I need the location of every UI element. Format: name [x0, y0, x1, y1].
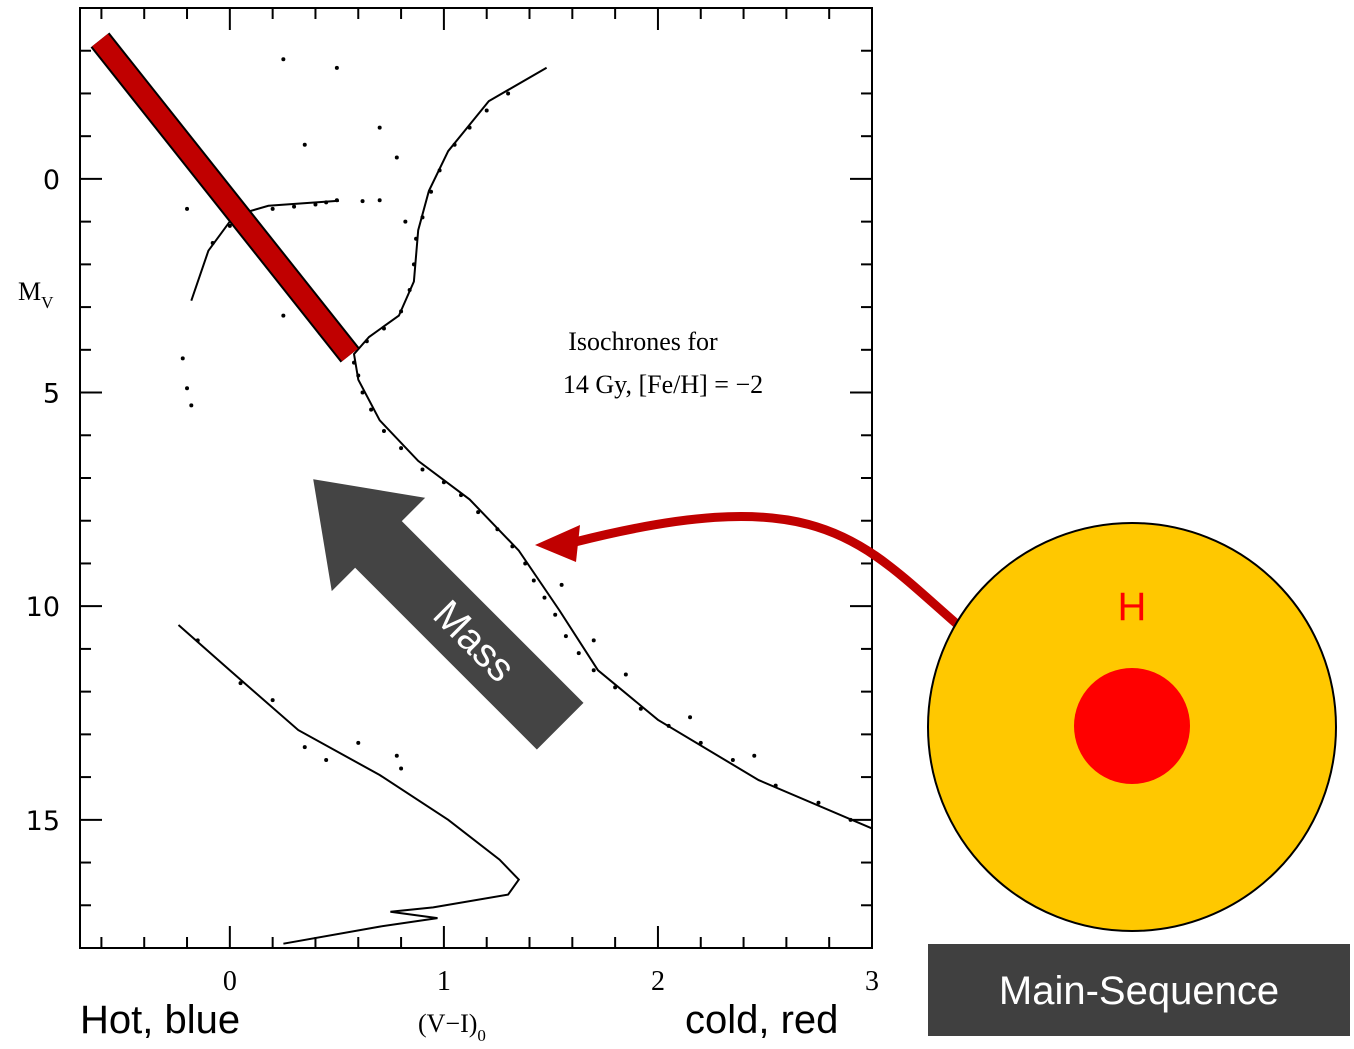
star-point: [185, 207, 189, 211]
star-point: [365, 339, 369, 343]
star-point: [403, 220, 407, 224]
star-point: [189, 403, 193, 407]
star-point: [181, 356, 185, 360]
star-point: [378, 126, 382, 130]
y-axis-label: MV: [18, 277, 54, 312]
star-point: [592, 668, 596, 672]
x-label-main: (V−I): [418, 1009, 477, 1038]
y-tick-label: 15: [26, 806, 60, 837]
star-point: [356, 373, 360, 377]
star-point: [523, 561, 527, 565]
x-tick-label: 1: [437, 966, 451, 997]
star-point: [731, 758, 735, 762]
hot-label: Hot, blue: [80, 998, 240, 1042]
star-point: [553, 613, 557, 617]
y-label-sub: V: [41, 293, 54, 312]
star-point: [399, 767, 403, 771]
star-point: [382, 326, 386, 330]
star-point: [211, 241, 215, 245]
star-point: [438, 168, 442, 172]
star-point: [369, 408, 373, 412]
star-point: [378, 198, 382, 202]
star-point: [352, 361, 356, 365]
star-point: [468, 126, 472, 130]
cold-label: cold, red: [685, 998, 838, 1042]
star-point: [335, 198, 339, 202]
star-point: [532, 579, 536, 583]
star-point: [420, 215, 424, 219]
star-point: [816, 801, 820, 805]
star-point: [613, 685, 617, 689]
star-point: [281, 57, 285, 61]
star-point: [485, 109, 489, 113]
star-point: [271, 207, 275, 211]
star-point: [412, 262, 416, 266]
note-line: Isochrones for: [568, 327, 718, 356]
x-axis-label: (V−I)0: [418, 1009, 486, 1045]
star-point: [335, 66, 339, 70]
star-point: [361, 199, 365, 203]
star-point: [313, 203, 317, 207]
star-point: [453, 143, 457, 147]
star-point: [281, 314, 285, 318]
star-point: [420, 467, 424, 471]
star-point: [356, 741, 360, 745]
star-point: [592, 638, 596, 642]
star-point: [324, 758, 328, 762]
star-point: [408, 288, 412, 292]
star-point: [429, 190, 433, 194]
star-point: [324, 200, 328, 204]
star-point: [774, 784, 778, 788]
star-point: [239, 681, 243, 685]
x-tick-label: 2: [651, 966, 665, 997]
star-point: [399, 309, 403, 313]
star-point: [510, 544, 514, 548]
star-point: [442, 480, 446, 484]
star-point: [303, 745, 307, 749]
star-point: [395, 754, 399, 758]
star-point: [271, 698, 275, 702]
star-point: [414, 237, 418, 241]
star-core: [1074, 668, 1190, 784]
star-point: [361, 391, 365, 395]
star-point: [476, 510, 480, 514]
star-point: [542, 596, 546, 600]
star-point: [577, 651, 581, 655]
y-tick-label: 0: [43, 165, 60, 196]
star-point: [506, 91, 510, 95]
star-point: [459, 493, 463, 497]
note-line: 14 Gy, [Fe/H] = −2: [563, 370, 763, 399]
star-point: [382, 429, 386, 433]
y-tick-label: 10: [26, 592, 60, 623]
star-point: [303, 143, 307, 147]
star-point: [495, 527, 499, 531]
chart: MV (V−I)0 Isochrones for 14 Gy, [Fe/H] =…: [0, 0, 1354, 1049]
star-point: [560, 583, 564, 587]
hydrogen-label: H: [1118, 585, 1147, 629]
x-tick-label: 3: [865, 966, 879, 997]
star-point: [639, 707, 643, 711]
star-point: [564, 634, 568, 638]
star-point: [292, 205, 296, 209]
star-point: [667, 724, 671, 728]
star-point: [395, 156, 399, 160]
stage-label: Main-Sequence: [999, 969, 1279, 1013]
star-point: [196, 638, 200, 642]
star-point: [699, 741, 703, 745]
star-point: [752, 754, 756, 758]
star-point: [849, 818, 853, 822]
y-label-main: M: [18, 277, 41, 306]
x-tick-label: 0: [223, 966, 237, 997]
star-point: [399, 446, 403, 450]
star-point: [185, 386, 189, 390]
star-point: [624, 673, 628, 677]
y-tick-label: 5: [43, 379, 60, 410]
star-point: [688, 715, 692, 719]
x-label-sub: 0: [477, 1026, 486, 1045]
